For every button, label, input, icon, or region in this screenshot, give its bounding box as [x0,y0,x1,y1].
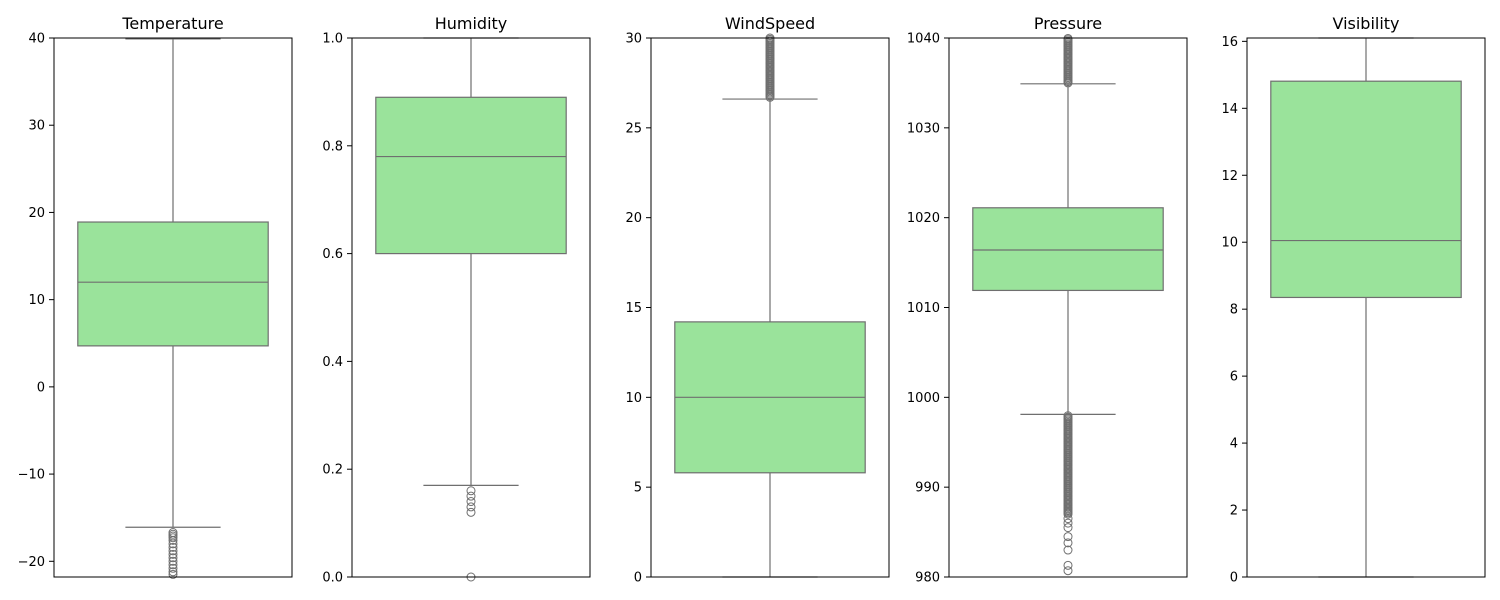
y-tick-label: 16 [1221,35,1238,50]
outlier-point [1063,560,1073,570]
y-tick-label: 30 [625,32,642,47]
y-tick-label: 1040 [907,32,940,47]
panel-title: Humidity [435,14,508,33]
plot-frame [650,37,890,578]
y-tick-label: 14 [1221,102,1238,117]
panel-temperature: Temperature −20 −10 0 10 20 30 40 [18,14,293,579]
y-tick-label: 0 [37,380,45,395]
panel-title: WindSpeed [725,14,815,33]
y-tick-label: 0.6 [322,247,343,262]
y-tick-label: 12 [1221,169,1238,184]
y-tick-label: 20 [28,206,45,221]
plot-frame [1246,37,1486,578]
y-tick-label: 0.4 [322,355,343,370]
y-tick-label: 2 [1230,504,1238,519]
y-tick-label: 8 [1230,303,1238,318]
iqr-box [972,207,1164,292]
y-tick-label: 1030 [907,121,940,136]
y-tick-label: 5 [634,481,642,496]
panel-title: Temperature [121,14,223,33]
iqr-box [77,221,269,347]
outlier-point [466,497,476,507]
outlier-point [168,533,178,543]
outlier-point [168,556,178,566]
outlier-point [168,567,178,577]
y-tick-label: 0 [634,571,642,586]
outlier-point [1063,545,1073,555]
y-tick-label: 1020 [907,211,940,226]
outlier-point [168,569,178,579]
outlier-point [1063,514,1073,524]
y-tick-label: 10 [1221,236,1238,251]
outlier-point [168,535,178,545]
outlier-point [466,502,476,512]
outlier-point [1063,566,1073,576]
y-tick-label: 980 [915,571,940,586]
plot-frame [948,37,1188,578]
y-tick-label: 10 [28,293,45,308]
y-tick-label: 6 [1230,370,1238,385]
y-tick-label: 40 [28,32,45,47]
y-tick-label: 15 [625,301,642,316]
outlier-point [168,549,178,559]
y-tick-label: 990 [915,481,940,496]
panel-visibility: Visibility 0 2 4 6 8 10 12 14 16 [1221,14,1486,586]
y-tick-label: 4 [1230,437,1238,452]
outlier-point [466,507,476,517]
y-tick-label: 0 [1230,571,1238,586]
outlier-point [466,491,476,501]
panel-humidity: Humidity 0.0 0.2 0.4 0.6 0.8 1.0 [322,14,591,586]
iqr-box [1270,80,1462,299]
outlier-point [168,539,178,549]
panel-title: Visibility [1332,14,1399,33]
y-tick-label: −20 [18,555,45,570]
iqr-box [375,96,567,255]
y-tick-label: 0.0 [322,571,343,586]
y-tick-label: 1.0 [322,32,343,47]
outlier-point [168,553,178,563]
plot-frame [53,37,293,578]
outlier-point [168,560,178,570]
y-tick-label: 10 [625,391,642,406]
outlier-point [1063,532,1073,542]
y-tick-label: −10 [18,468,45,483]
outlier-point [168,546,178,556]
y-tick-label: 1000 [907,391,940,406]
outlier-point [1063,538,1073,548]
outlier-point [466,486,476,496]
y-tick-label: 30 [28,119,45,134]
y-tick-label: 1010 [907,301,940,316]
panel-title: Pressure [1034,14,1102,33]
outlier-point [1063,411,1073,421]
panel-pressure: Pressure 980 990 1000 1010 1020 1030 1040 [907,14,1188,586]
y-tick-label: 0.8 [322,139,343,154]
y-tick-label: 25 [625,121,642,136]
outlier-point [168,542,178,552]
panel-windspeed: WindSpeed 0 5 10 15 20 25 30 [625,14,890,586]
outlier-point [1063,523,1073,533]
outlier-point [1063,518,1073,528]
plot-frame [351,37,591,578]
y-tick-label: 20 [625,211,642,226]
y-tick-label: 0.2 [322,463,343,478]
outlier-point [168,563,178,573]
